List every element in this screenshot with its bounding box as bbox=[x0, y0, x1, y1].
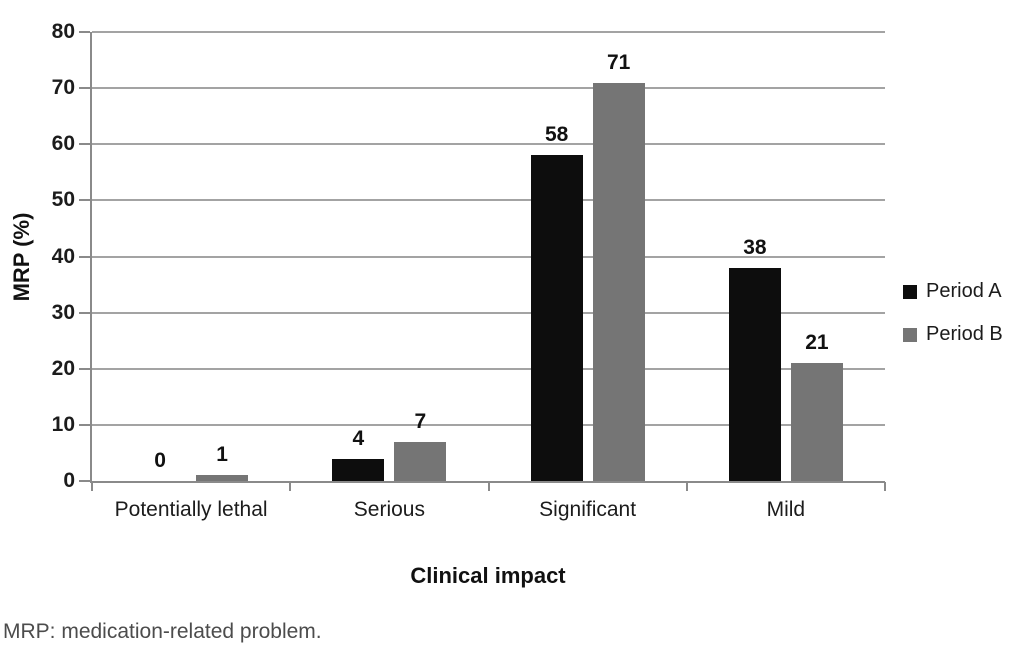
y-axis-tick bbox=[79, 423, 90, 426]
x-tick-label: Serious bbox=[353, 498, 425, 521]
legend-label: Period A bbox=[926, 280, 1002, 302]
y-tick-label: 30 bbox=[51, 300, 75, 324]
gridline bbox=[92, 255, 885, 258]
x-axis-tick bbox=[884, 482, 886, 491]
y-axis-tick bbox=[79, 255, 90, 258]
x-tick-label: Mild bbox=[766, 498, 806, 521]
y-axis-tick bbox=[79, 87, 90, 90]
y-axis-tick bbox=[79, 143, 90, 146]
legend-swatch-period-b bbox=[903, 327, 917, 342]
legend-label: Period B bbox=[926, 323, 1003, 345]
x-axis-title: Clinical impact bbox=[410, 563, 566, 588]
bar-period-a bbox=[530, 155, 583, 481]
bar-value-label: 21 bbox=[805, 331, 829, 355]
x-axis-tick bbox=[685, 482, 688, 491]
x-axis-tick bbox=[289, 482, 292, 491]
gridline bbox=[92, 31, 885, 33]
y-axis-tick bbox=[79, 367, 90, 370]
y-tick-label: 80 bbox=[51, 20, 75, 43]
y-axis-tick bbox=[79, 31, 90, 33]
gridline bbox=[92, 87, 885, 90]
bar-period-a bbox=[728, 267, 781, 481]
bar-value-label: 1 bbox=[216, 443, 228, 467]
y-tick-label: 20 bbox=[51, 356, 75, 380]
bar-period-b bbox=[790, 363, 843, 481]
y-axis-tick bbox=[79, 311, 90, 314]
footnote: MRP: medication-related problem. bbox=[3, 620, 322, 643]
bar-period-b bbox=[592, 82, 645, 481]
bar-value-label: 38 bbox=[743, 235, 767, 259]
legend-item-period-b: Period B bbox=[903, 323, 1003, 346]
y-tick-label: 40 bbox=[51, 244, 75, 268]
y-tick-label: 60 bbox=[51, 132, 75, 156]
y-tick-label: 10 bbox=[51, 412, 75, 436]
gridline bbox=[92, 423, 885, 426]
legend-swatch-period-a bbox=[903, 284, 917, 299]
y-axis-tick bbox=[79, 199, 90, 202]
bar-value-label: 58 bbox=[544, 123, 569, 147]
bar-value-label: 7 bbox=[414, 409, 427, 433]
gridline bbox=[92, 367, 885, 370]
x-axis-tick bbox=[91, 482, 93, 491]
bar-value-label: 0 bbox=[154, 449, 166, 472]
bar-value-label: 71 bbox=[606, 50, 631, 74]
y-tick-label: 70 bbox=[51, 76, 75, 100]
y-axis-title: MRP (%) bbox=[9, 212, 34, 302]
x-tick-label: Significant bbox=[539, 498, 637, 521]
gridline bbox=[92, 199, 885, 202]
x-tick-label: Potentially lethal bbox=[114, 498, 268, 521]
bar-value-label: 4 bbox=[352, 426, 365, 450]
bar-period-b bbox=[196, 475, 249, 481]
gridline bbox=[92, 311, 885, 314]
bar-period-b bbox=[394, 441, 447, 481]
y-tick-label: 50 bbox=[51, 188, 75, 212]
bar-period-a bbox=[332, 458, 385, 481]
y-tick-label: 0 bbox=[63, 469, 75, 492]
legend: Period A Period B bbox=[903, 280, 1003, 366]
gridline bbox=[92, 143, 885, 146]
legend-item-period-a: Period A bbox=[903, 280, 1003, 303]
y-axis-tick bbox=[79, 480, 90, 482]
x-axis-tick bbox=[487, 482, 490, 491]
plot-area: 0 10 20 30 40 50 60 70 80 0 1 Potentially lethal 4 7 S… bbox=[52, 20, 886, 521]
